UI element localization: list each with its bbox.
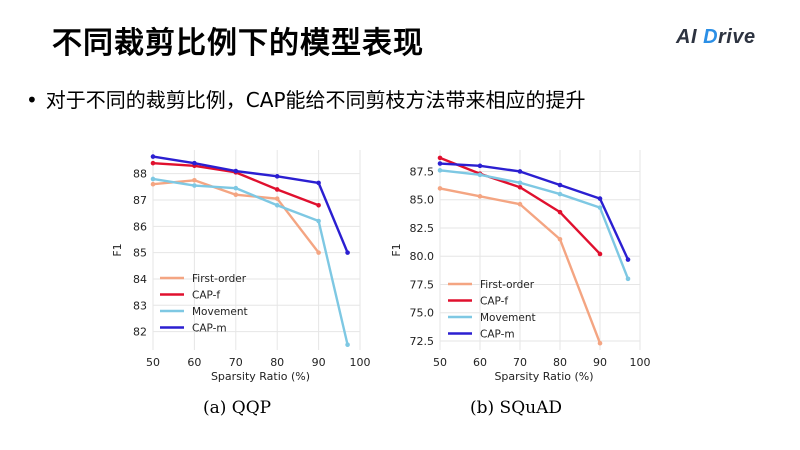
logo-mark: D	[703, 26, 719, 48]
data-point-cap-m	[597, 196, 603, 201]
y-tick-label: 83	[133, 299, 147, 312]
logo-prefix: AI	[676, 26, 704, 48]
x-tick-label: 50	[433, 356, 447, 369]
legend-label: Movement	[480, 312, 536, 324]
y-tick-label: 75.0	[410, 307, 435, 320]
x-axis-label: Sparsity Ratio (%)	[211, 370, 310, 383]
legend-label: Movement	[192, 306, 248, 318]
data-point-cap-m	[192, 160, 197, 166]
x-tick-label: 70	[229, 356, 243, 369]
bullet-point: • 对于不同的裁剪比例，CAP能给不同剪枝方法带来相应的提升	[26, 84, 586, 113]
data-point-movement	[150, 176, 156, 182]
y-tick-label: 87	[133, 194, 147, 207]
legend-label: First-order	[192, 273, 247, 285]
data-point-cap-f	[437, 155, 443, 161]
x-tick-label: 100	[630, 356, 651, 369]
data-point-cap-m	[557, 182, 563, 188]
x-tick-label: 100	[350, 356, 371, 369]
legend: First-order CAP-f Movement CAP-m	[448, 279, 536, 341]
data-point-first-order	[597, 340, 603, 346]
data-point-movement	[192, 183, 197, 188]
legend-label: First-order	[480, 279, 535, 291]
series-line-cap-m	[152, 155, 349, 254]
x-tick-label: 60	[187, 356, 201, 369]
data-point-cap-m	[517, 169, 523, 174]
data-point-first-order	[517, 201, 523, 207]
x-tick-label: 60	[473, 356, 487, 369]
legend-label: CAP-m	[480, 329, 515, 341]
charts-canvas: 50 60 70 80 90 100 82 83 84 85 86 87 88 Sparsity Rati…	[111, 150, 651, 383]
y-tick-label: 84	[133, 273, 147, 286]
data-point-first-order	[150, 181, 156, 187]
data-point-cap-m	[437, 161, 443, 166]
data-point-first-order	[274, 196, 280, 201]
data-point-cap-f	[150, 160, 156, 166]
data-point-cap-m	[150, 154, 156, 159]
series-line-cap-m	[439, 162, 630, 261]
data-point-first-order	[477, 194, 483, 199]
data-point-movement	[437, 168, 443, 173]
y-axis-label: F1	[390, 243, 403, 256]
y-tick-label: 87.5	[410, 165, 435, 178]
data-point-first-order	[192, 177, 197, 183]
x-axis-label: Sparsity Ratio (%)	[494, 370, 593, 383]
data-point-cap-m	[345, 250, 350, 255]
y-tick-label: 72.5	[410, 335, 435, 348]
data-point-movement	[517, 180, 523, 186]
series-line-movement	[152, 177, 349, 346]
data-point-first-order	[233, 192, 239, 198]
data-point-cap-m	[625, 257, 631, 262]
data-point-cap-m	[233, 168, 239, 174]
y-tick-label: 88	[133, 168, 147, 181]
caption-squad: (b) SQuAD	[470, 398, 562, 418]
legend: First-order CAP-f Movement CAP-m	[160, 273, 248, 335]
brand-logo: AI Drive	[676, 26, 756, 49]
y-tick-label: 80.0	[410, 250, 435, 263]
y-tick-label: 82	[133, 326, 147, 339]
y-tick-label: 85.0	[410, 194, 435, 207]
data-point-cap-m	[274, 174, 280, 179]
data-point-cap-f	[316, 202, 321, 208]
data-point-first-order	[557, 236, 563, 242]
caption-qqp: (a) QQP	[203, 398, 272, 418]
data-point-movement	[345, 342, 350, 348]
x-tick-label: 90	[593, 356, 607, 369]
legend-label: CAP-m	[192, 323, 227, 335]
x-tick-label: 70	[513, 356, 527, 369]
data-point-movement	[557, 191, 563, 197]
data-point-movement	[477, 172, 483, 178]
data-point-cap-f	[557, 209, 563, 215]
chart-0: 50 60 70 80 90 100 82 83 84 85 86 87 88 Sparsity Rati…	[111, 150, 371, 383]
chart-1: 50 60 70 80 90 100 72.5 75.0 77.5 80.0 82.5 85.0 87.…	[390, 150, 651, 383]
data-point-cap-m	[477, 163, 483, 169]
data-point-movement	[233, 185, 239, 191]
series-line-movement	[439, 169, 630, 280]
data-point-movement	[316, 218, 321, 224]
y-tick-label: 82.5	[410, 222, 435, 235]
data-point-cap-m	[316, 180, 321, 186]
data-point-first-order	[316, 250, 321, 255]
data-point-movement	[274, 202, 280, 208]
y-tick-label: 77.5	[410, 278, 435, 291]
legend-label: CAP-f	[480, 296, 508, 308]
x-tick-label: 90	[312, 356, 326, 369]
logo-suffix: rive	[718, 26, 756, 48]
bullet-text: 对于不同的裁剪比例，CAP能给不同剪枝方法带来相应的提升	[45, 88, 586, 112]
data-point-movement	[625, 276, 631, 282]
y-axis-label: F1	[111, 243, 124, 256]
data-point-first-order	[437, 186, 443, 191]
y-tick-label: 85	[133, 247, 147, 260]
slide-title: 不同裁剪比例下的模型表现	[52, 26, 424, 61]
data-point-cap-f	[517, 184, 523, 190]
x-tick-label: 80	[553, 356, 567, 369]
bullet-dot-icon: •	[26, 88, 38, 112]
y-tick-label: 86	[133, 220, 147, 233]
x-tick-label: 80	[270, 356, 284, 369]
legend-label: CAP-f	[192, 290, 220, 302]
x-tick-label: 50	[146, 356, 160, 369]
data-point-cap-f	[597, 251, 603, 257]
data-point-movement	[597, 205, 603, 210]
data-point-cap-f	[274, 187, 280, 192]
